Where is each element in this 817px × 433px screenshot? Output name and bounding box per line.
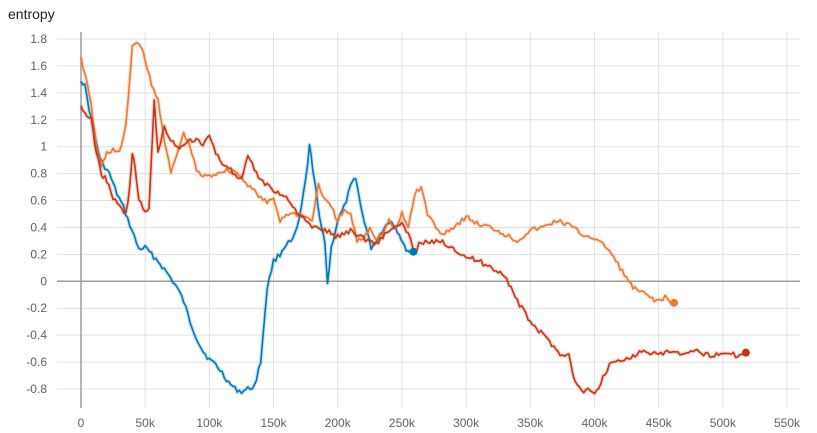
tick-labels: 0 50k 100k 150k 200k 250k 300k 350k 400k 450k 500k… bbox=[26, 32, 801, 430]
series-lines bbox=[79, 40, 747, 396]
x-tick-label: 100k bbox=[196, 416, 223, 430]
y-tick-label: 1.2 bbox=[30, 113, 47, 127]
series-end-marker bbox=[409, 247, 418, 256]
y-tick-label: -0.4 bbox=[26, 328, 47, 342]
y-tick-label: 1.4 bbox=[30, 86, 47, 100]
series-end-marker bbox=[741, 348, 750, 357]
x-tick-label: 50k bbox=[136, 416, 156, 430]
axes bbox=[57, 32, 800, 408]
x-tick-label: 350k bbox=[517, 416, 544, 430]
x-tick-label: 400k bbox=[581, 416, 608, 430]
series-end-markers bbox=[409, 247, 750, 357]
x-tick-label: 500k bbox=[710, 416, 737, 430]
x-tick-label: 0 bbox=[78, 416, 85, 430]
x-tick-label: 550k bbox=[774, 416, 801, 430]
series-line bbox=[80, 41, 675, 306]
x-tick-label: 300k bbox=[453, 416, 480, 430]
series-end-marker bbox=[670, 298, 679, 307]
y-tick-label: 1.6 bbox=[30, 59, 47, 73]
y-tick-label: 0.6 bbox=[30, 194, 47, 208]
x-tick-label: 150k bbox=[261, 416, 288, 430]
x-tick-label: 250k bbox=[389, 416, 416, 430]
y-tick-label: 0.8 bbox=[30, 167, 47, 181]
chart-title: entropy bbox=[8, 6, 55, 22]
y-tick-label: -0.8 bbox=[26, 382, 47, 396]
series-line bbox=[80, 99, 747, 395]
x-tick-label: 200k bbox=[325, 416, 352, 430]
y-tick-label: 0.4 bbox=[30, 220, 47, 234]
y-tick-label: 0 bbox=[40, 274, 47, 288]
series-line bbox=[80, 80, 414, 395]
y-tick-label: 1.8 bbox=[30, 32, 47, 46]
x-tick-label: 450k bbox=[646, 416, 673, 430]
y-tick-label: 0.2 bbox=[30, 247, 47, 261]
y-tick-label: -0.2 bbox=[26, 301, 47, 315]
y-tick-label: -0.6 bbox=[26, 355, 47, 369]
y-tick-label: 1 bbox=[40, 140, 47, 154]
